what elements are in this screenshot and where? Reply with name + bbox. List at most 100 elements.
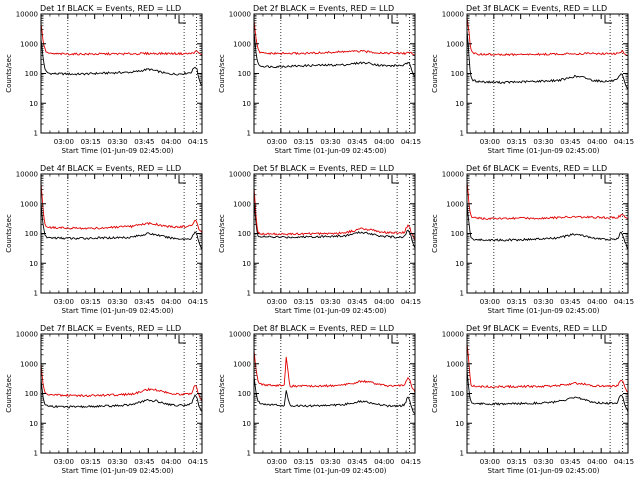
- y-tick-label: 10: [29, 260, 38, 268]
- x-tick-label: 04:00: [374, 458, 394, 466]
- x-tick-label: 04:00: [161, 138, 181, 146]
- corner-bracket-icon: [604, 15, 612, 24]
- y-tick-label: 1: [34, 290, 38, 298]
- corner-bracket-icon: [391, 175, 399, 184]
- y-axis-label: Counts/sec: [218, 54, 226, 93]
- y-tick-label: 10: [242, 260, 251, 268]
- y-tick-label: 100: [25, 390, 38, 398]
- x-tick-label: 04:15: [188, 138, 208, 146]
- plot-area: [466, 173, 629, 294]
- x-tick-label: 03:15: [507, 458, 527, 466]
- y-axis-label: Counts/sec: [431, 374, 439, 413]
- y-tick-label: 10000: [16, 331, 38, 339]
- x-tick-label: 03:15: [81, 298, 101, 306]
- series-events: [253, 32, 416, 78]
- x-tick-label: 04:15: [614, 138, 634, 146]
- panel-det-5: Det 5f BLACK = Events, RED = LLD 1 10 100 10…: [218, 164, 421, 315]
- y-axis-label: Counts/sec: [218, 374, 226, 413]
- y-tick-label: 10000: [442, 331, 464, 339]
- x-tick-label: 03:45: [347, 298, 367, 306]
- panel-det-1: Det 1f BLACK = Events, RED = LLD 1 10 100 10…: [5, 4, 208, 155]
- y-tick-label: 1000: [20, 360, 38, 368]
- panel-title: Det 2f BLACK = Events, RED = LLD: [253, 4, 394, 13]
- y-tick-label: 1: [460, 130, 464, 138]
- x-tick-label: 03:15: [294, 138, 314, 146]
- x-tick-label: 03:30: [107, 138, 127, 146]
- corner-bracket-icon: [178, 175, 186, 184]
- y-tick-label: 10: [455, 260, 464, 268]
- x-tick-label: 03:30: [320, 138, 340, 146]
- series-lld: [466, 343, 629, 393]
- y-tick-label: 1000: [20, 40, 38, 48]
- x-tick-label: 04:15: [188, 298, 208, 306]
- y-tick-label: 10000: [229, 11, 251, 19]
- series-events: [253, 375, 416, 415]
- y-axis-label: Counts/sec: [5, 374, 13, 413]
- x-tick-label: 03:00: [480, 298, 500, 306]
- corner-bracket-icon: [391, 15, 399, 24]
- x-axis-label: Start Time (01-Jun-09 02:45:00): [275, 147, 387, 155]
- y-tick-label: 1: [247, 450, 251, 458]
- x-tick-label: 03:45: [560, 138, 580, 146]
- y-tick-label: 1000: [446, 200, 464, 208]
- y-axis-label: Counts/sec: [218, 214, 226, 253]
- x-tick-label: 03:00: [54, 458, 74, 466]
- x-axis-label: Start Time (01-Jun-09 02:45:00): [62, 147, 174, 155]
- panel-det-3: Det 3f BLACK = Events, RED = LLD 1 10 100 10…: [431, 4, 634, 155]
- y-tick-label: 100: [238, 230, 251, 238]
- y-tick-label: 100: [451, 390, 464, 398]
- y-tick-label: 1000: [446, 360, 464, 368]
- x-tick-label: 03:30: [107, 458, 127, 466]
- x-tick-label: 03:15: [507, 138, 527, 146]
- series-lld: [253, 187, 416, 242]
- x-tick-label: 03:45: [347, 458, 367, 466]
- x-tick-label: 03:15: [294, 298, 314, 306]
- panel-det-6: Det 6f BLACK = Events, RED = LLD 1 10 100 10…: [431, 164, 634, 315]
- plot-area: [40, 173, 203, 294]
- corner-bracket-icon: [391, 335, 399, 344]
- x-tick-label: 03:15: [294, 458, 314, 466]
- panel-det-2: Det 2f BLACK = Events, RED = LLD 1 10 100 10…: [218, 4, 421, 155]
- x-axis-label: Start Time (01-Jun-09 02:45:00): [488, 467, 600, 475]
- panel-title: Det 4f BLACK = Events, RED = LLD: [40, 164, 181, 173]
- y-tick-label: 1: [34, 450, 38, 458]
- y-tick-label: 1: [247, 130, 251, 138]
- x-tick-label: 03:00: [54, 138, 74, 146]
- x-tick-label: 04:00: [374, 298, 394, 306]
- series-events: [40, 378, 203, 412]
- series-events: [466, 203, 629, 250]
- x-tick-label: 03:00: [480, 138, 500, 146]
- panel-det-4: Det 4f BLACK = Events, RED = LLD 1 10 100 10…: [5, 164, 208, 315]
- x-tick-label: 03:45: [560, 458, 580, 466]
- y-tick-label: 10000: [16, 11, 38, 19]
- y-tick-label: 100: [451, 70, 464, 78]
- y-tick-label: 1000: [233, 40, 251, 48]
- series-lld: [40, 182, 203, 234]
- x-tick-label: 04:15: [401, 458, 421, 466]
- x-tick-label: 03:00: [54, 298, 74, 306]
- x-tick-label: 04:00: [587, 138, 607, 146]
- plot-area: [466, 13, 629, 134]
- x-tick-label: 04:15: [401, 298, 421, 306]
- x-tick-label: 03:45: [134, 458, 154, 466]
- y-tick-label: 1: [460, 450, 464, 458]
- series-lld: [253, 349, 416, 394]
- x-tick-label: 04:00: [161, 458, 181, 466]
- panel-title: Det 3f BLACK = Events, RED = LLD: [466, 4, 607, 13]
- series-events: [466, 370, 629, 413]
- series-lld: [40, 23, 203, 56]
- x-tick-label: 04:15: [188, 458, 208, 466]
- y-tick-label: 10000: [229, 331, 251, 339]
- corner-bracket-icon: [178, 15, 186, 24]
- y-tick-label: 1: [34, 130, 38, 138]
- series-events: [253, 201, 416, 249]
- y-tick-label: 10: [455, 100, 464, 108]
- x-tick-label: 04:00: [587, 458, 607, 466]
- x-axis-label: Start Time (01-Jun-09 02:45:00): [62, 307, 174, 315]
- x-tick-label: 04:00: [374, 138, 394, 146]
- panel-title: Det 5f BLACK = Events, RED = LLD: [253, 164, 394, 173]
- x-tick-label: 04:00: [161, 298, 181, 306]
- plot-area: [253, 13, 416, 134]
- x-tick-label: 03:00: [267, 138, 287, 146]
- panel-title: Det 1f BLACK = Events, RED = LLD: [40, 4, 181, 13]
